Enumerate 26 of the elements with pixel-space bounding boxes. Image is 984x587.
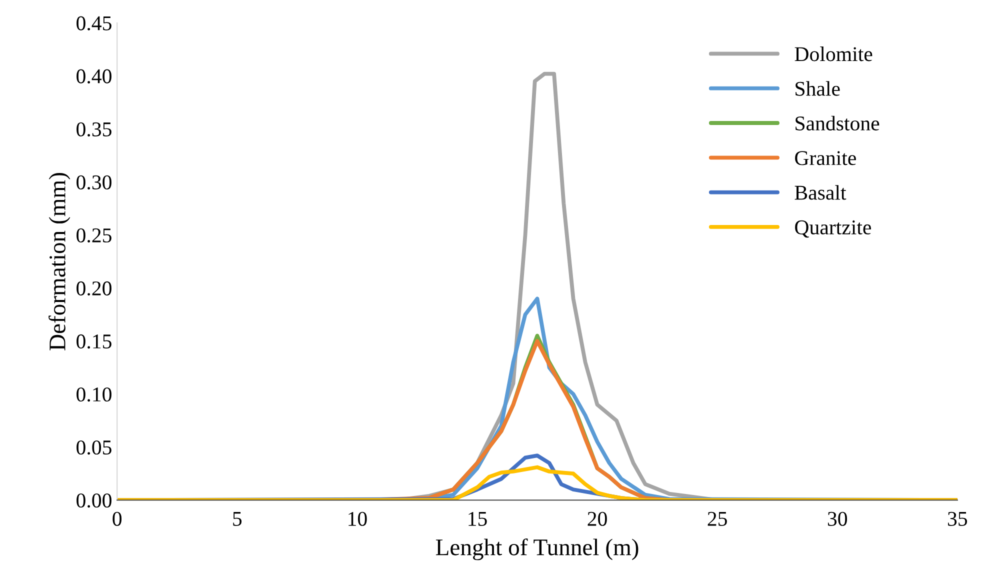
x-tick-label: 25 — [708, 512, 727, 526]
legend-label: Quartzite — [795, 220, 871, 238]
x-axis-title: Lenght of Tunnel (m) — [436, 538, 638, 560]
y-tick-label: 0.20 — [76, 281, 112, 296]
y-tick-label: 0.05 — [76, 440, 112, 455]
x-tick-label: 0 — [112, 512, 122, 526]
y-tick-label: 0.40 — [76, 69, 112, 84]
y-axis-title: Deformation (mm) — [48, 173, 70, 350]
y-tick-label: 0.10 — [76, 387, 112, 402]
legend-label: Granite — [795, 151, 856, 166]
x-tick-label: 15 — [468, 512, 487, 526]
legend-label: Shale — [796, 81, 840, 96]
legend-label: Dolomite — [794, 46, 872, 62]
y-tick-label: 0.35 — [76, 122, 112, 136]
x-tick-label: 20 — [588, 512, 607, 526]
y-tick-label: 0.30 — [76, 175, 112, 190]
y-tick-label: 0.00 — [76, 494, 112, 508]
x-tick-label: 10 — [348, 512, 367, 526]
y-tick-label: 0.15 — [76, 334, 112, 349]
x-tick-label: 5 — [233, 512, 242, 526]
x-tick-label: 30 — [828, 512, 848, 526]
legend-label: Basalt — [794, 185, 846, 200]
legend-label: Sandstone — [796, 116, 880, 130]
y-tick-label: 0.25 — [76, 228, 112, 243]
y-tick-label: 0.45 — [76, 16, 112, 30]
x-tick-label: 35 — [948, 512, 968, 526]
